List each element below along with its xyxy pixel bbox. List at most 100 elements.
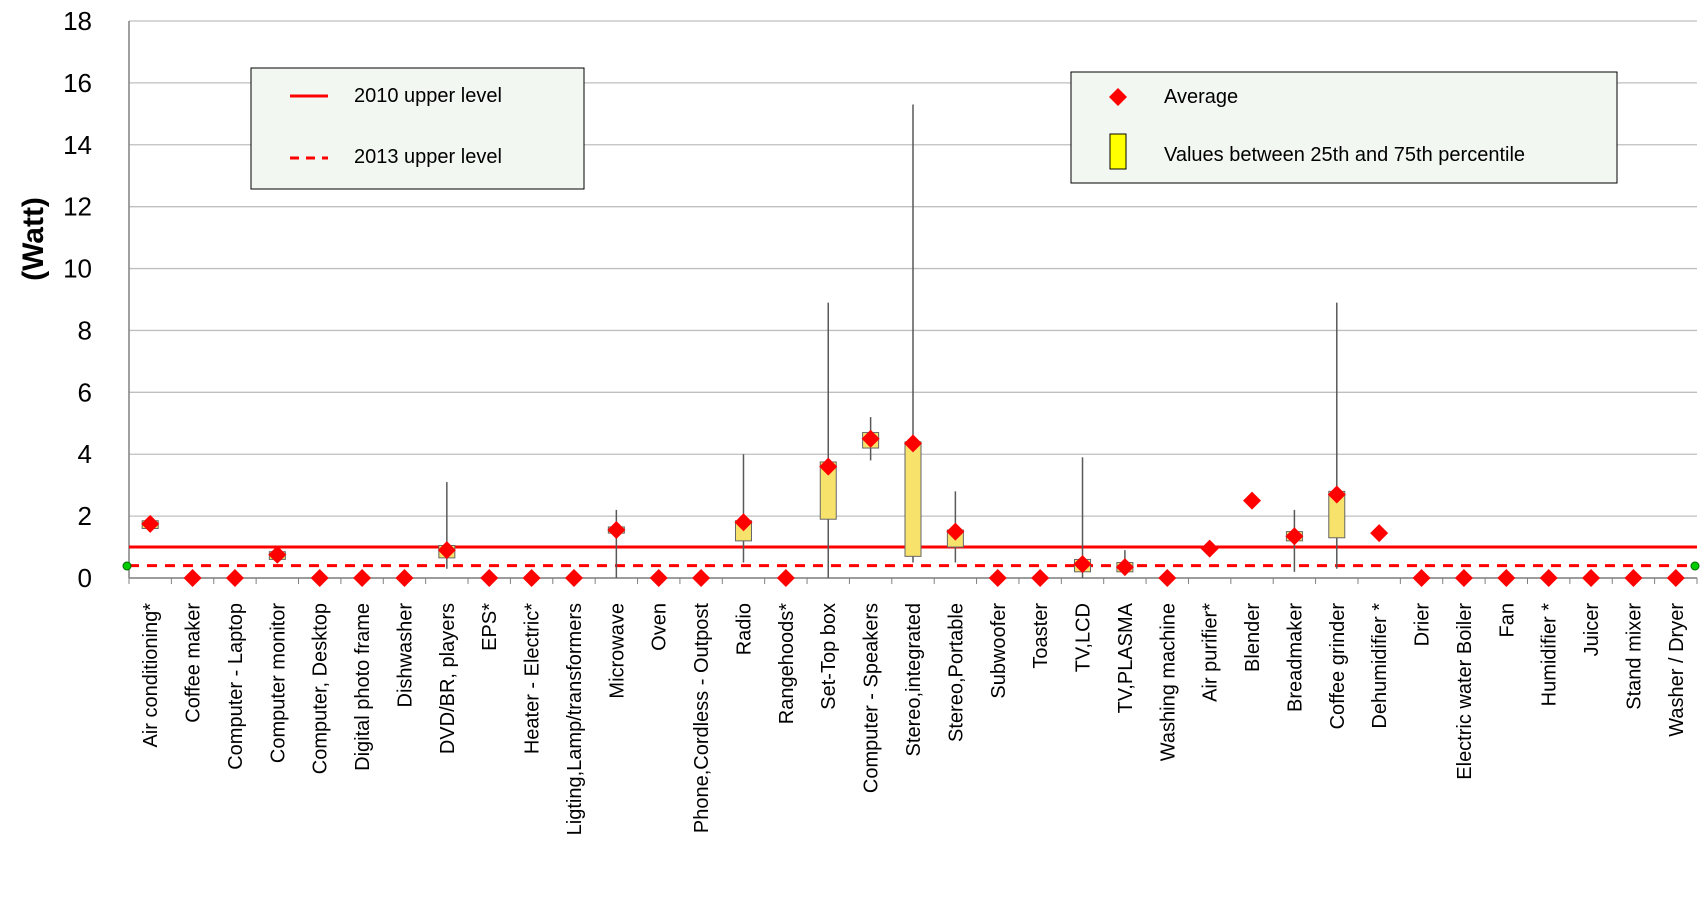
percentile-box [904, 441, 922, 557]
y-tick-label: 8 [78, 315, 92, 345]
average-marker [946, 522, 965, 541]
y-tick-label: 16 [63, 68, 92, 98]
x-tick-label: Juicer [1581, 603, 1603, 657]
x-tick-label: Drier [1412, 603, 1434, 647]
average-marker [141, 514, 160, 533]
legend-2013-label: 2013 upper level [354, 146, 502, 168]
legend-lines: 2010 upper level 2013 upper level [250, 67, 585, 190]
x-tick-label: TV,PLASMA [1115, 602, 1137, 713]
y-tick-label: 10 [63, 254, 92, 284]
x-tick-label: Radio [733, 603, 755, 655]
average-marker [437, 541, 456, 560]
x-tick-label: Coffee grinder [1327, 603, 1349, 730]
average-marker [1031, 569, 1050, 587]
x-tick-label: Coffee maker [183, 603, 205, 723]
average-marker [268, 545, 287, 564]
legend-lines-box [250, 67, 585, 190]
x-tick-label: Electric water Boiler [1454, 603, 1476, 780]
y-tick-label: 12 [63, 192, 92, 222]
average-marker [649, 569, 668, 587]
x-tick-label: Computer - Speakers [861, 603, 883, 793]
y-tick-label: 14 [63, 130, 92, 160]
x-tick-label: Ligting,Lamp/transformers [564, 603, 586, 835]
x-tick-label: Washing machine [1157, 603, 1179, 761]
x-tick-label: Rangehoods* [776, 603, 798, 724]
x-tick-label: Computer, Desktop [310, 603, 332, 774]
x-tick-label: Microwave [606, 603, 628, 699]
x-tick-label: Air conditioning* [140, 603, 162, 748]
average-marker [1115, 558, 1134, 577]
y-tick-label: 0 [78, 563, 92, 593]
x-tick-label: Stand mixer [1623, 603, 1645, 710]
legend-percentile-label: Values between 25th and 75th percentile [1164, 144, 1525, 166]
average-marker [1539, 569, 1558, 587]
y-tick-labels: 0 2 4 6 8 10 12 14 16 18 [63, 6, 92, 593]
legend-markers: Average Values between 25th and 75th per… [1070, 71, 1618, 184]
x-tick-label: Subwoofer [988, 603, 1010, 699]
x-tick-label: Set-Top box [818, 603, 840, 710]
average-marker [1327, 485, 1346, 504]
average-marker [607, 521, 626, 540]
average-marker [183, 569, 202, 587]
x-tick-label: Dishwasher [394, 603, 416, 708]
x-tick-label: Dehumidifier * [1369, 603, 1391, 729]
x-tick-label: DVD/BR, players [437, 603, 459, 754]
average-marker [1624, 569, 1643, 587]
x-tick-label: Computer monitor [267, 603, 289, 763]
average-marker [310, 569, 329, 587]
x-tick-label: Washer / Dryer [1666, 603, 1688, 737]
legend-percentile-swatch [1109, 133, 1127, 170]
average-marker [480, 569, 499, 587]
x-tick-label: Blender [1242, 603, 1264, 672]
x-tick-label: Humidifier * [1539, 603, 1561, 707]
x-tick-label: Stereo,Portable [945, 603, 967, 742]
average-marker [819, 457, 838, 476]
average-marker [1073, 555, 1092, 574]
legend-average-marker [1109, 88, 1127, 106]
average-marker [904, 434, 922, 453]
average-marker [1497, 569, 1516, 587]
x-tick-label: TV,LCD [1073, 603, 1095, 672]
y-tick-label: 6 [78, 377, 92, 407]
y-tick-label: 18 [63, 6, 92, 36]
average-marker [1412, 569, 1431, 587]
x-tick-label: Phone,Cordless - Outpost [691, 603, 713, 834]
x-tick-label: Digital photo frame [352, 603, 374, 771]
x-tick-label: Air purifier* [1200, 603, 1222, 702]
legend-average-label: Average [1164, 86, 1238, 108]
average-marker [1243, 491, 1262, 510]
legend-markers-box [1070, 71, 1618, 184]
average-marker [1200, 539, 1219, 558]
average-marker [1666, 569, 1685, 587]
x-tick-label: EPS* [479, 603, 501, 651]
y-tick-label: 4 [78, 439, 92, 469]
x-tick-label: Stereo,integrated [903, 603, 925, 756]
average-marker [1158, 569, 1177, 587]
average-marker [776, 569, 795, 587]
axis-endpoint-right [1690, 561, 1700, 571]
x-tick-label: Computer - Laptop [225, 603, 247, 770]
x-tick-label: Toaster [1030, 603, 1052, 669]
average-markers [141, 429, 1685, 587]
x-tick-label: Heater - Electric* [522, 603, 544, 754]
average-marker [1582, 569, 1601, 587]
x-tick-labels: Air conditioning* Coffee maker Computer - … [140, 602, 1688, 835]
x-tick-label: Oven [649, 603, 671, 651]
y-tick-label: 2 [78, 501, 92, 531]
average-marker [1454, 569, 1473, 587]
average-marker [692, 569, 711, 587]
average-marker [1370, 524, 1389, 543]
x-tick-label: Fan [1496, 603, 1518, 637]
average-marker [353, 569, 372, 587]
average-marker [522, 569, 541, 587]
average-marker [734, 513, 753, 532]
average-marker [988, 569, 1007, 587]
average-marker [395, 569, 414, 587]
x-tick-label: Breadmaker [1284, 603, 1306, 712]
average-marker [861, 429, 880, 448]
axis-endpoint-left [122, 561, 132, 571]
average-marker [225, 569, 244, 587]
legend-2010-label: 2010 upper level [354, 85, 502, 107]
y-axis-label: (Watt) [17, 197, 50, 281]
